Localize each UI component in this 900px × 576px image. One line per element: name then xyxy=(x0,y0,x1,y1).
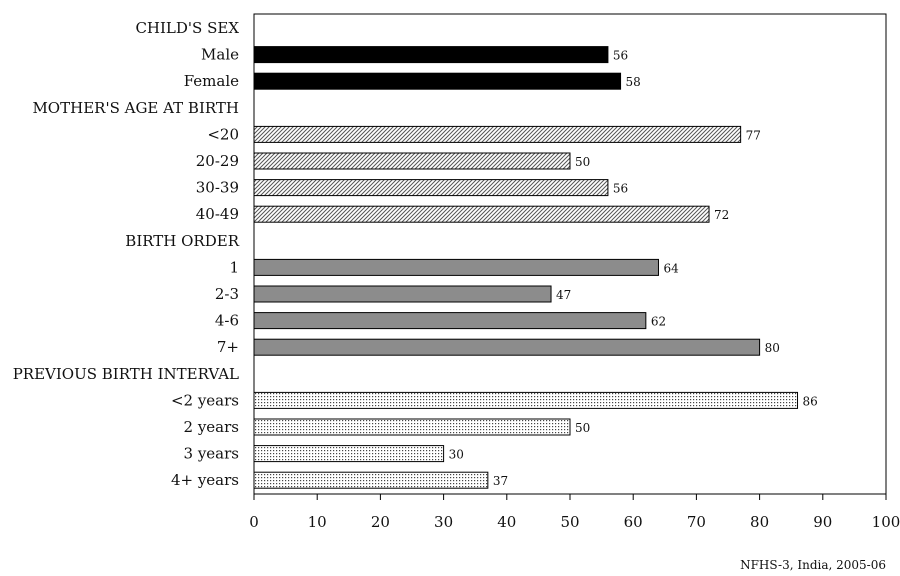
x-tick-label: 50 xyxy=(560,513,579,531)
category-label: <20 xyxy=(207,125,239,143)
bar xyxy=(253,179,609,197)
value-label: 86 xyxy=(803,394,818,408)
bar xyxy=(253,391,799,409)
source-note: NFHS-3, India, 2005-06 xyxy=(740,558,886,572)
bar xyxy=(253,338,761,356)
x-tick-label: 70 xyxy=(687,513,706,531)
x-tick-label: 30 xyxy=(434,513,453,531)
bar xyxy=(253,285,552,303)
bar xyxy=(253,152,571,170)
bar xyxy=(253,258,659,276)
x-tick-label: 100 xyxy=(872,513,900,531)
category-label: 1 xyxy=(229,258,239,276)
bar xyxy=(253,46,609,64)
category-label: Male xyxy=(201,46,239,64)
group-heading: CHILD'S SEX xyxy=(135,19,239,37)
value-label: 50 xyxy=(575,155,590,169)
bar xyxy=(253,471,489,489)
value-label: 50 xyxy=(575,421,590,435)
x-tick-label: 90 xyxy=(813,513,832,531)
bar xyxy=(253,445,445,463)
value-label: 58 xyxy=(626,75,641,89)
value-label: 77 xyxy=(746,128,761,142)
x-tick-label: 0 xyxy=(249,513,259,531)
bar xyxy=(253,312,647,330)
x-tick-label: 40 xyxy=(497,513,516,531)
category-label: 2-3 xyxy=(215,285,239,303)
category-label: 4-6 xyxy=(215,312,239,330)
category-label: 4+ years xyxy=(171,471,239,489)
category-label: 3 years xyxy=(184,445,239,463)
category-label: Female xyxy=(184,72,239,90)
category-label: 30-39 xyxy=(196,179,239,197)
category-label: 2 years xyxy=(184,418,239,436)
value-label: 56 xyxy=(613,182,628,196)
bar xyxy=(253,125,742,143)
group-heading: BIRTH ORDER xyxy=(125,232,239,250)
group-heading: MOTHER'S AGE AT BIRTH xyxy=(32,99,239,117)
bar xyxy=(253,418,571,436)
value-label: 47 xyxy=(556,288,571,302)
category-label: 40-49 xyxy=(196,205,239,223)
x-tick-label: 20 xyxy=(371,513,390,531)
x-tick-label: 80 xyxy=(750,513,769,531)
x-tick-label: 10 xyxy=(308,513,327,531)
category-label: 20-29 xyxy=(196,152,239,170)
value-label: 72 xyxy=(714,208,729,222)
category-label: 7+ xyxy=(217,338,239,356)
bar xyxy=(253,72,622,90)
value-label: 56 xyxy=(613,49,628,63)
value-label: 30 xyxy=(449,448,464,462)
bar xyxy=(253,205,710,223)
value-label: 37 xyxy=(493,474,508,488)
value-label: 80 xyxy=(765,341,780,355)
category-label: <2 years xyxy=(171,391,239,409)
group-heading: PREVIOUS BIRTH INTERVAL xyxy=(13,365,239,383)
value-label: 64 xyxy=(663,261,679,275)
x-tick-label: 60 xyxy=(624,513,643,531)
value-label: 62 xyxy=(651,315,666,329)
